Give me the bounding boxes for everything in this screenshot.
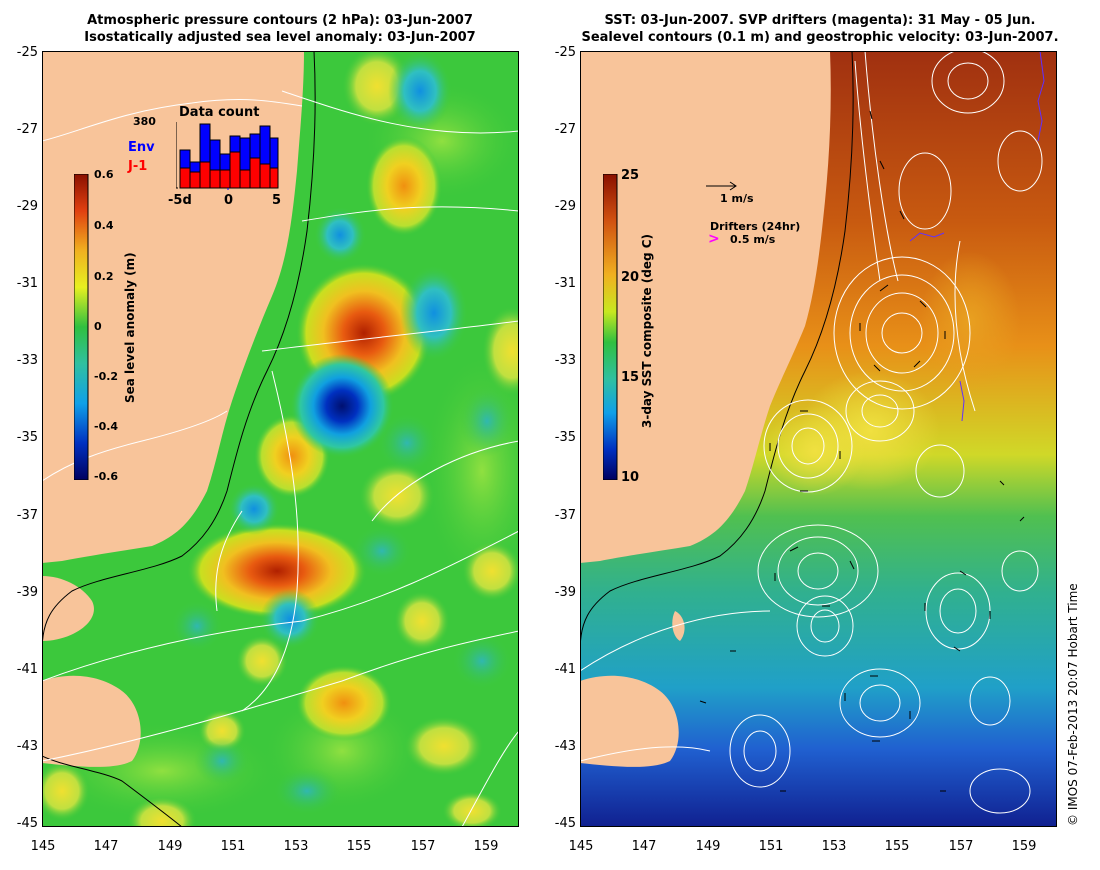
x-tick-label: 151: [220, 839, 246, 854]
left-title-line1: Atmospheric pressure contours (2 hPa): 0…: [87, 13, 473, 28]
tasmania: [580, 675, 679, 767]
colorbar-tick: 0.4: [94, 219, 114, 232]
mainland-australia: [580, 51, 831, 563]
y-tick-label: -33: [554, 353, 576, 368]
y-tick-label: -27: [16, 122, 38, 137]
x-tick-label: 149: [157, 839, 183, 854]
data-count-xtick: 5: [272, 193, 282, 208]
colorbar-tick: 10: [621, 470, 640, 485]
colorbar-tick: -0.2: [94, 370, 119, 383]
y-tick-label: -29: [554, 199, 576, 214]
colorbar-tick: 20: [621, 270, 640, 285]
drifter-key-value: 0.5 m/s: [730, 233, 776, 246]
y-tick-label: -45: [554, 816, 576, 831]
y-tick-label: -35: [16, 430, 38, 445]
sea-level-colorbar: [74, 174, 89, 480]
x-tick-label: 155: [884, 839, 910, 854]
y-tick-label: -31: [16, 276, 38, 291]
y-tick-label: -33: [16, 353, 38, 368]
y-tick-label: -25: [16, 45, 38, 60]
y-tick-label: -25: [554, 45, 576, 60]
sst-colorbar: [603, 174, 618, 480]
data-count-legend-env: Env: [128, 140, 155, 155]
colorbar-tick: -0.4: [94, 420, 119, 433]
data-count-histogram: [176, 122, 280, 190]
velocity-key-arrow: [706, 181, 737, 191]
y-tick-label: -37: [16, 508, 38, 523]
data-count-max: 380: [133, 115, 156, 128]
y-tick-label: -39: [16, 585, 38, 600]
data-count-title: Data count: [179, 105, 260, 120]
x-tick-label: 149: [695, 839, 721, 854]
colorbar-tick: 0: [94, 320, 102, 333]
data-count-xtick: -5d: [168, 193, 192, 208]
y-tick-label: -29: [16, 199, 38, 214]
flinders-island: [672, 611, 685, 641]
x-tick-label: 151: [758, 839, 784, 854]
right-title-line1: SST: 03-Jun-2007. SVP drifters (magenta)…: [604, 13, 1036, 28]
y-tick-label: -45: [16, 816, 38, 831]
drifter-key-marker: >: [708, 231, 720, 247]
x-tick-label: 159: [1011, 839, 1037, 854]
coastal-islands: [42, 576, 94, 641]
x-tick-label: 145: [30, 839, 56, 854]
x-tick-label: 147: [93, 839, 119, 854]
y-tick-label: -31: [554, 276, 576, 291]
x-tick-label: 159: [473, 839, 499, 854]
y-tick-label: -37: [554, 508, 576, 523]
colorbar-tick: -0.6: [94, 470, 119, 483]
y-tick-label: -41: [554, 662, 576, 677]
colorbar-tick: 15: [621, 370, 640, 385]
y-tick-label: -43: [16, 739, 38, 754]
y-tick-label: -27: [554, 122, 576, 137]
left-title-line2: Isostatically adjusted sea level anomaly…: [84, 30, 476, 45]
colorbar-tick: 0.2: [94, 270, 114, 283]
colorbar-tick: 0.6: [94, 168, 114, 181]
x-tick-label: 155: [346, 839, 372, 854]
imos-credit: © IMOS 07-Feb-2013 20:07 Hobart Time: [1066, 583, 1080, 826]
x-tick-label: 153: [283, 839, 309, 854]
y-tick-label: -39: [554, 585, 576, 600]
right-title-line2: Sealevel contours (0.1 m) and geostrophi…: [581, 30, 1059, 45]
y-tick-label: -35: [554, 430, 576, 445]
x-tick-label: 153: [821, 839, 847, 854]
sst-colorbar-label: 3-day SST composite (deg C): [640, 233, 654, 428]
x-tick-label: 147: [631, 839, 657, 854]
x-tick-label: 145: [568, 839, 594, 854]
x-tick-label: 157: [410, 839, 436, 854]
x-tick-label: 157: [948, 839, 974, 854]
data-count-xtick: 0: [224, 193, 234, 208]
drifter-key-title: Drifters (24hr): [710, 220, 801, 233]
y-tick-label: -41: [16, 662, 38, 677]
sea-level-colorbar-label: Sea level anomaly (m): [123, 252, 137, 403]
data-count-legend-j1: J-1: [128, 159, 148, 174]
colorbar-tick: 25: [621, 168, 640, 183]
y-tick-label: -43: [554, 739, 576, 754]
sst-map: [580, 51, 1057, 827]
velocity-key-label: 1 m/s: [720, 192, 754, 205]
